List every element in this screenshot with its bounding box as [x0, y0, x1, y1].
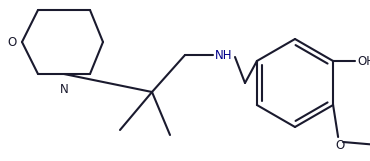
- Text: NH: NH: [215, 48, 232, 62]
- Text: O: O: [8, 35, 17, 48]
- Text: N: N: [60, 83, 68, 96]
- Text: OH: OH: [357, 55, 370, 67]
- Text: O: O: [336, 139, 345, 152]
